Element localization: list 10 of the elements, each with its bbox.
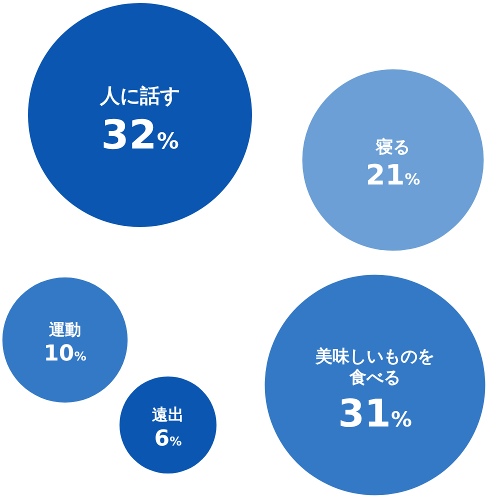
data-label: 31%	[338, 392, 412, 436]
category-label: 遠出	[151, 405, 184, 424]
category-label: 運動	[48, 320, 81, 339]
data-label: 32%	[101, 112, 179, 158]
category-label: 人に話す	[99, 84, 180, 108]
category-label: 寝る	[375, 137, 410, 158]
data-label: 6%	[154, 426, 182, 452]
data-label: 21%	[366, 158, 420, 192]
data-label: 10%	[44, 341, 86, 366]
category-label: 美味しいものを食べる	[314, 346, 434, 388]
